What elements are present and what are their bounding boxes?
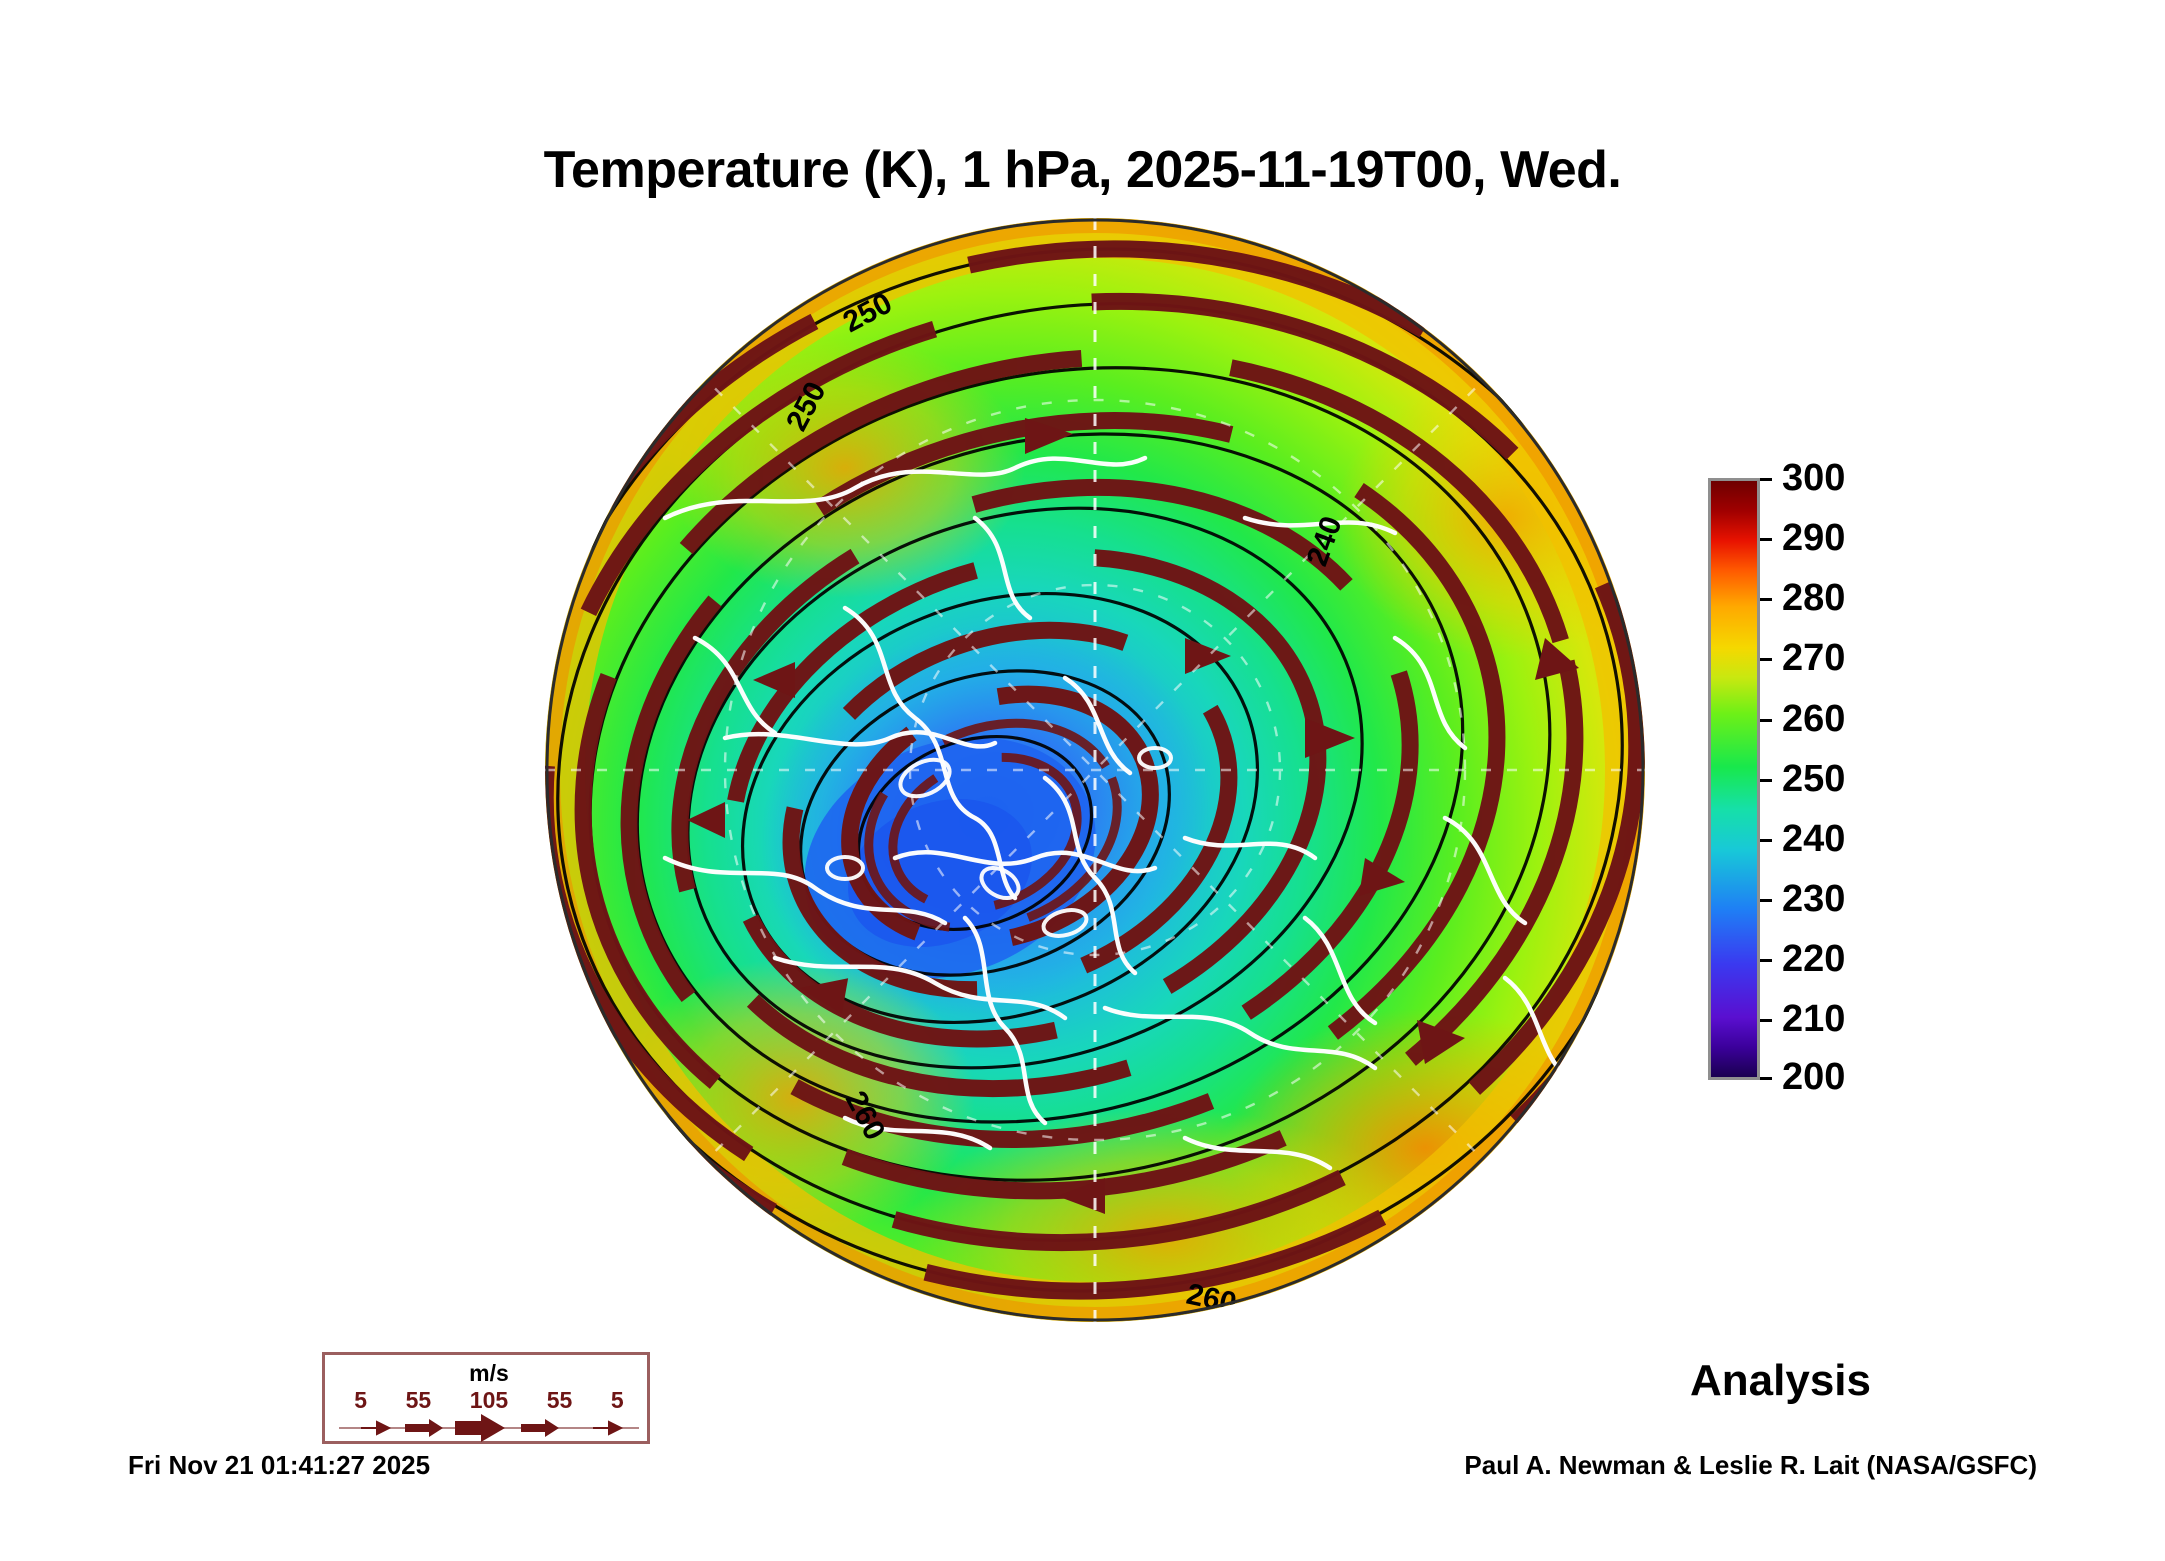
wind-value-5: 5 (610, 1387, 624, 1413)
colorbar-tick (1760, 658, 1772, 661)
generation-timestamp: Fri Nov 21 01:41:27 2025 (128, 1450, 431, 1480)
wind-unit-label: m/s (469, 1360, 509, 1386)
colorbar-tick (1760, 598, 1772, 601)
polar-stereographic-map: 260 260 260 250 250 240 260 260 260 (545, 218, 1645, 1322)
wind-value-3: 105 (469, 1387, 509, 1413)
colorbar-label-290: 290 (1782, 517, 1846, 559)
colorbar-label-280: 280 (1782, 577, 1846, 619)
colorbar-tick (1760, 899, 1772, 902)
colorbar-label-240: 240 (1782, 818, 1846, 860)
wind-value-4: 55 (546, 1387, 573, 1413)
wind-legend-values: 5 55 105 55 5 (325, 1387, 653, 1414)
colorbar-label-260: 260 (1782, 698, 1846, 740)
analysis-label: Analysis (1690, 1356, 1871, 1405)
wind-arrow-scale-icon (339, 1414, 639, 1442)
colorbar-tick (1760, 538, 1772, 541)
contour-label: 260 (585, 312, 640, 372)
colorbar-gradient (1708, 478, 1760, 1080)
colorbar-tick (1760, 959, 1772, 962)
colorbar-label-210: 210 (1782, 998, 1846, 1040)
colorbar-tick (1760, 839, 1772, 842)
colorbar-label-220: 220 (1782, 938, 1846, 980)
colorbar-label-270: 270 (1782, 637, 1846, 679)
author-credit: Paul A. Newman & Leslie R. Lait (NASA/GS… (1464, 1450, 2037, 1480)
wind-value-2: 55 (405, 1387, 432, 1413)
colorbar-tick (1760, 1077, 1772, 1080)
wind-speed-legend: m/s 5 55 105 55 5 (322, 1352, 650, 1444)
map-disk: 260 260 260 250 250 240 260 260 260 (545, 218, 1645, 1322)
colorbar-label-200: 200 (1782, 1056, 1846, 1098)
wind-value-1: 5 (354, 1387, 368, 1413)
page-title: Temperature (K), 1 hPa, 2025-11-19T00, W… (543, 141, 1622, 199)
contour-label: 260 (680, 266, 740, 323)
colorbar-label-300: 300 (1782, 457, 1846, 499)
colorbar-tick (1760, 719, 1772, 722)
colorbar-tick (1760, 478, 1772, 481)
colorbar-tick (1760, 1019, 1772, 1022)
colorbar-label-230: 230 (1782, 878, 1846, 920)
colorbar-label-250: 250 (1782, 758, 1846, 800)
colorbar-tick (1760, 779, 1772, 782)
